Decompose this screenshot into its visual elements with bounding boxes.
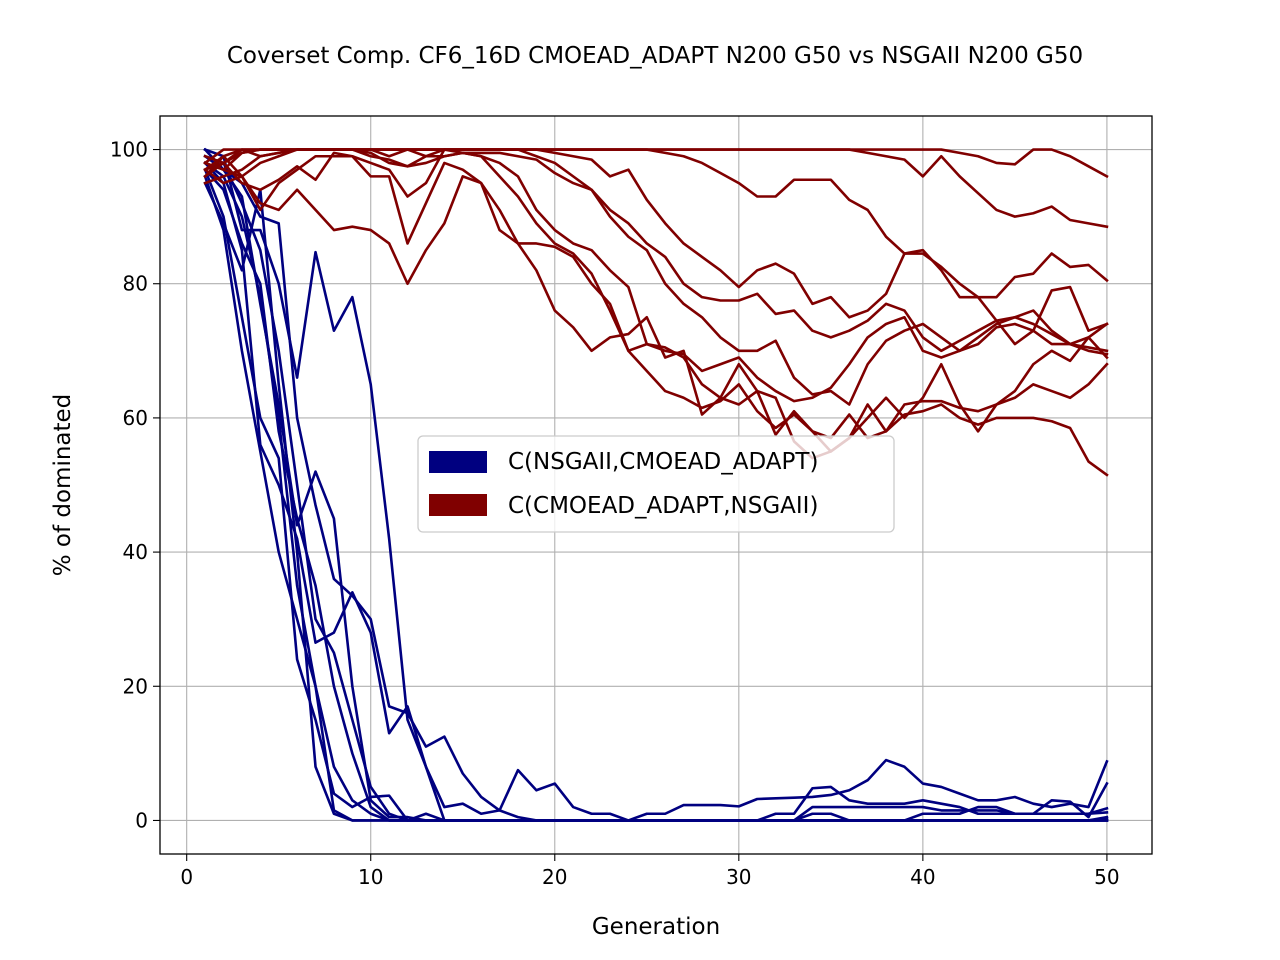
legend-box — [417, 435, 895, 533]
series-line-cmoead-vs-nsgaii-10 — [203, 154, 1109, 453]
legend-swatch-cmoead-vs-nsgaii — [429, 494, 487, 516]
y-tick-label: 100 — [110, 138, 148, 162]
legend-label-cmoead-vs-nsgaii: C(CMOEAD_ADAPT,NSGAII) — [508, 493, 818, 519]
y-axis-label: % of dominated — [50, 394, 76, 577]
x-tick-label: 0 — [180, 865, 193, 889]
x-tick-label: 50 — [1094, 865, 1119, 889]
series-line-cmoead-vs-nsgaii-7 — [203, 148, 1109, 406]
y-tick-label: 80 — [123, 272, 148, 296]
y-tick-label: 20 — [123, 674, 148, 698]
plot-frame — [159, 115, 1153, 855]
x-tick-label: 30 — [726, 865, 751, 889]
y-tick-label: 60 — [123, 406, 148, 430]
chart-title: Coverset Comp. CF6_16D CMOEAD_ADAPT N200… — [227, 43, 1083, 69]
series-line-nsgaii-vs-cmoead-3 — [203, 161, 1109, 822]
x-axis-label: Generation — [592, 914, 720, 940]
axis-ticks: 0 10 20 30 40 50 0 20 40 60 80 100 — [110, 138, 1120, 889]
legend: C(NSGAII,CMOEAD_ADAPT) C(CMOEAD_ADAPT,NS… — [417, 435, 895, 533]
y-tick-label: 0 — [135, 808, 148, 832]
legend-label-nsgaii-vs-cmoead: C(NSGAII,CMOEAD_ADAPT) — [508, 449, 818, 475]
legend-swatch-nsgaii-vs-cmoead — [429, 451, 487, 473]
y-tick-label: 40 — [123, 540, 148, 564]
series-layer — [203, 147, 1109, 822]
x-tick-label: 40 — [910, 865, 935, 889]
series-line-cmoead-vs-nsgaii-9 — [203, 151, 1109, 477]
series-line-nsgaii-vs-cmoead-10 — [203, 147, 1109, 822]
x-tick-label: 10 — [358, 865, 383, 889]
x-tick-label: 20 — [542, 865, 567, 889]
series-line-cmoead-vs-nsgaii-8 — [203, 148, 1109, 460]
